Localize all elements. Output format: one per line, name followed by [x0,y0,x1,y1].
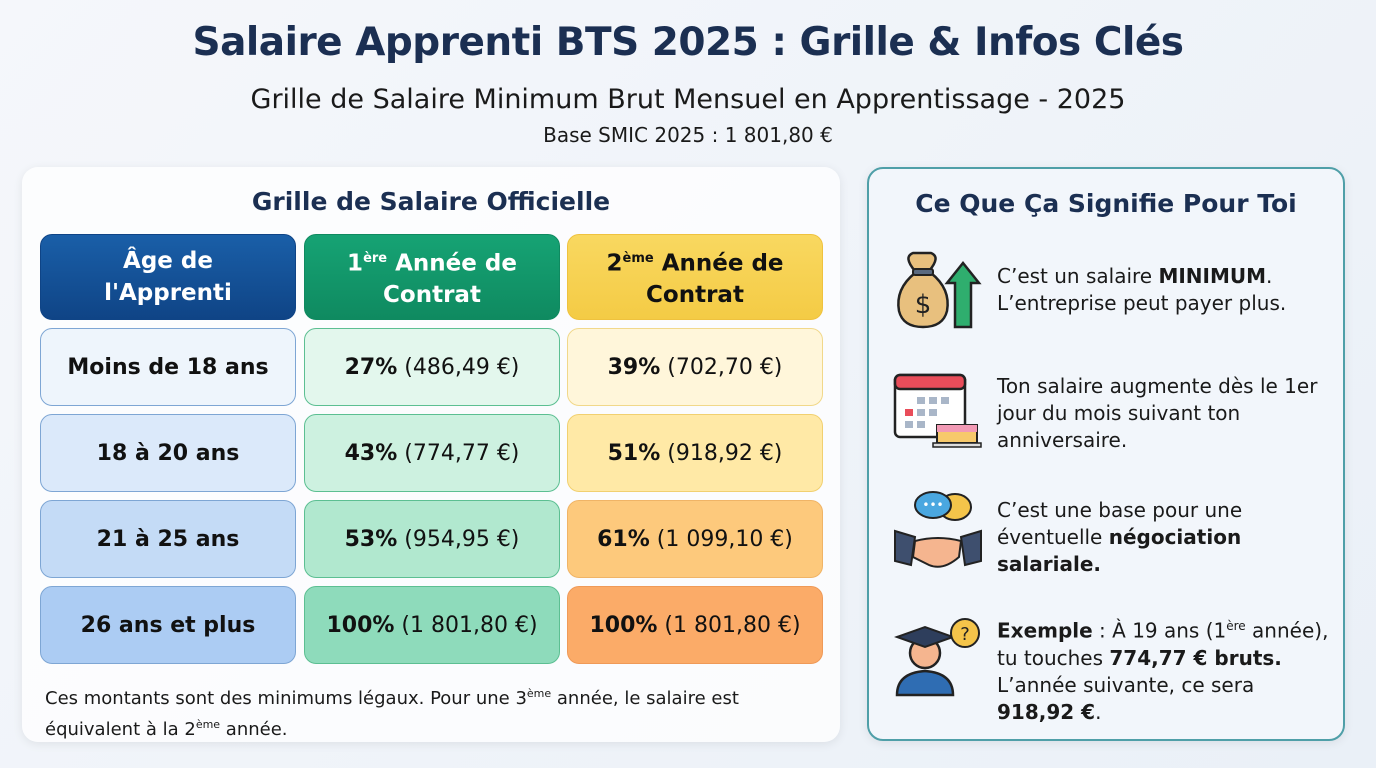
money-bag-arrow-up-icon: $ [897,251,982,329]
age-cell: Moins de 18 ans [40,328,296,406]
svg-text:$: $ [915,290,932,320]
grid-heading: Grille de Salaire Officielle [251,187,611,216]
year1-cell: 43% (774,77 €) [304,414,560,492]
salary-grid-panel: Grille de Salaire Officielle Âge de l'App… [22,167,840,742]
year2-cell: 61% (1 099,10 €) [567,500,823,578]
header-year2: 2ème Année de Contrat [567,234,823,320]
year2-cell: 51% (918,92 €) [567,414,823,492]
info-heading: Ce Que Ça Signifie Pour Toi [915,189,1297,218]
grid-note: Ces montants sont des minimums légaux. P… [45,687,739,740]
graduate-question-icon: ? [894,618,980,697]
year1-cell: 27% (486,49 €) [304,328,560,406]
header-age: Âge de l'Apprenti [40,234,296,320]
info-panel: Ce Que Ça Signifie Pour Toi $ C’est un s… [867,167,1345,741]
calendar-birthday-cake-icon [893,373,982,448]
age-cell: 21 à 25 ans [40,500,296,578]
header-year1: 1ère Année de Contrat [304,234,560,320]
svg-text:•••: ••• [922,498,943,512]
age-cell: 18 à 20 ans [40,414,296,492]
smic-base: Base SMIC 2025 : 1 801,80 € [543,123,833,147]
year1-cell: 53% (954,95 €) [304,500,560,578]
page-title: Salaire Apprenti BTS 2025 : Grille & Inf… [192,20,1184,65]
svg-text:?: ? [960,624,970,645]
age-cell: 26 ans et plus [40,586,296,664]
year1-cell: 100% (1 801,80 €) [304,586,560,664]
page-subtitle: Grille de Salaire Minimum Brut Mensuel e… [250,84,1126,115]
handshake-chat-icon: ••• [894,491,982,568]
year2-cell: 39% (702,70 €) [567,328,823,406]
year2-cell: 100% (1 801,80 €) [567,586,823,664]
